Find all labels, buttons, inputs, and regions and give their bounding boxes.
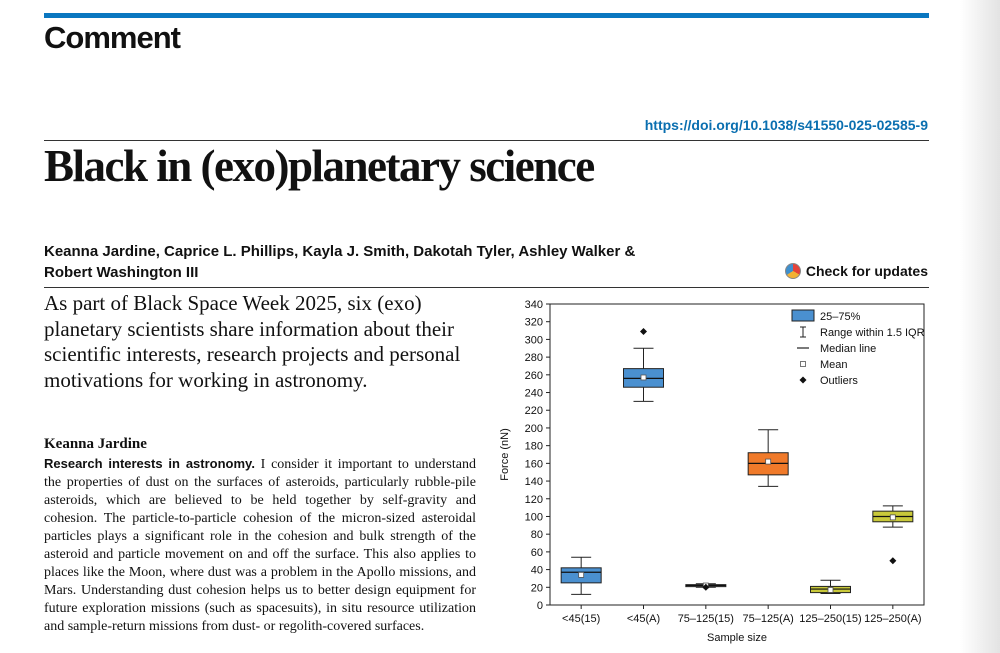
standfirst: As part of Black Space Week 2025, six (e… xyxy=(44,291,461,392)
x-tick-label: 75–125(A) xyxy=(742,613,793,625)
body-text: I consider it important to understand th… xyxy=(44,457,476,634)
y-tick-label: 300 xyxy=(525,334,543,346)
y-tick-label: 220 xyxy=(525,405,543,417)
box-plot-chart: 0 20 40 60 80 100 120 140 160 180 200 220 240 260 280 3… xyxy=(499,299,925,644)
y-tick-label: 140 xyxy=(525,476,543,488)
check-updates-label: Check for updates xyxy=(805,263,928,279)
y-tick-label: 320 xyxy=(525,317,543,329)
check-updates-button[interactable]: Check for updates xyxy=(784,263,928,279)
section-subhead: Keanna Jardine xyxy=(44,436,147,452)
author-line: Keanna Jardine, Caprice L. Phillips, Kay… xyxy=(44,243,636,260)
mean-marker xyxy=(889,514,896,521)
y-tick-label: 180 xyxy=(525,441,543,453)
y-tick-label: 340 xyxy=(525,299,543,311)
legend-label: Range within 1.5 IQR xyxy=(820,327,925,339)
x-tick-label: <45(A) xyxy=(627,613,660,625)
x-tick-label: 125–250(A) xyxy=(864,613,922,625)
author-line: Robert Washington III xyxy=(44,264,199,281)
y-tick-label: 80 xyxy=(531,529,543,541)
legend-label: Median line xyxy=(820,343,876,355)
mean-marker xyxy=(578,571,585,578)
author-list: Keanna Jardine, Caprice L. Phillips, Kay… xyxy=(44,241,744,283)
y-tick-label: 100 xyxy=(525,511,543,523)
mean-marker xyxy=(765,458,772,465)
y-tick-label: 120 xyxy=(525,494,543,506)
x-tick-label: 75–125(15) xyxy=(678,613,734,625)
legend-label: Outliers xyxy=(820,375,858,387)
outlier-point xyxy=(640,327,647,335)
legend-label: Mean xyxy=(820,359,848,371)
y-tick-label: 40 xyxy=(531,565,543,577)
y-tick-label: 0 xyxy=(537,600,543,612)
y-tick-label: 160 xyxy=(525,458,543,470)
mean-marker xyxy=(640,374,647,381)
section-label: Comment xyxy=(44,20,181,55)
x-tick-label: <45(15) xyxy=(562,613,600,625)
outlier-point xyxy=(889,557,897,565)
top-accent-bar xyxy=(44,13,929,18)
doi-link[interactable]: https://doi.org/10.1038/s41550-025-02585… xyxy=(644,117,928,133)
divider xyxy=(44,140,929,141)
body-lead: Research interests in astronomy. xyxy=(44,456,255,471)
y-tick-label: 200 xyxy=(525,423,543,435)
page-edge-shadow xyxy=(960,0,1000,653)
y-axis-label: Force (nN) xyxy=(499,428,511,481)
y-tick-label: 280 xyxy=(525,352,543,364)
outlier-point xyxy=(702,583,710,591)
mean-marker xyxy=(827,587,834,593)
crossmark-icon xyxy=(784,263,801,279)
y-tick-label: 60 xyxy=(531,547,543,559)
x-axis-label: Sample size xyxy=(707,632,767,644)
y-tick-label: 240 xyxy=(525,388,543,400)
legend-swatch-mean xyxy=(800,361,806,367)
legend-label: 25–75% xyxy=(820,311,861,323)
plot-frame xyxy=(549,303,925,606)
y-tick-label: 260 xyxy=(525,370,543,382)
x-tick-label: 125–250(15) xyxy=(799,613,861,625)
y-tick-label: 20 xyxy=(531,582,543,594)
legend-swatch-box xyxy=(791,309,815,322)
article-title: Black in (exo)planetary science xyxy=(44,141,595,191)
divider xyxy=(44,287,929,288)
legend-swatch-outlier xyxy=(799,376,807,384)
body-paragraph: Research interests in astronomy. I consi… xyxy=(44,455,476,636)
